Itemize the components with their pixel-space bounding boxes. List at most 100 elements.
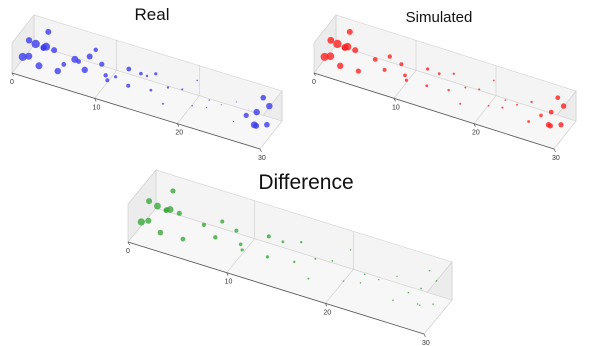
data-point [176, 210, 182, 216]
data-point [76, 59, 82, 64]
data-point [346, 28, 353, 35]
data-point [220, 104, 222, 106]
data-point [264, 121, 270, 128]
data-point [266, 102, 273, 110]
data-point [426, 67, 430, 71]
data-point [396, 275, 398, 277]
data-point [154, 72, 158, 76]
x-axis [11, 72, 261, 150]
data-point [243, 112, 249, 118]
data-point [235, 101, 237, 103]
plot-simulated: 0 10 20 30 [312, 13, 577, 162]
data-point [86, 53, 93, 60]
x-axis [313, 72, 555, 150]
data-point [487, 104, 490, 107]
x-tick-label: 20 [472, 130, 480, 137]
x-tick-label: 20 [323, 309, 331, 316]
x-tick [259, 148, 262, 153]
data-point [307, 277, 310, 280]
data-point [99, 61, 105, 67]
data-point [387, 54, 392, 59]
x-tick [94, 98, 97, 102]
x-tick-label: 10 [93, 104, 101, 111]
data-point [539, 113, 543, 118]
data-point [501, 106, 504, 109]
data-point [359, 282, 362, 284]
data-point [478, 88, 481, 91]
data-point [349, 249, 352, 251]
data-point [530, 100, 533, 104]
data-point [126, 83, 131, 88]
data-point [238, 242, 243, 247]
x-tick-label: 0 [10, 79, 14, 86]
data-point [40, 45, 47, 51]
gridline [226, 200, 256, 273]
data-point [146, 198, 153, 205]
data-point [547, 123, 553, 129]
data-point [320, 52, 329, 61]
data-point [170, 188, 176, 194]
x-tick-label: 30 [422, 340, 430, 346]
data-point [191, 105, 193, 107]
data-point [342, 280, 345, 282]
data-point [363, 273, 366, 276]
data-point [25, 52, 33, 60]
data-point [464, 86, 467, 89]
data-point [162, 102, 164, 105]
data-point [327, 36, 335, 44]
x-tick [325, 303, 328, 307]
data-point [447, 88, 450, 92]
data-point [399, 62, 404, 67]
x-tick [313, 72, 316, 77]
data-point [145, 217, 152, 224]
data-point [149, 88, 153, 92]
data-point [527, 120, 530, 123]
x-tick [473, 123, 476, 127]
data-point [213, 235, 218, 240]
data-point [452, 72, 455, 75]
data-point [240, 248, 244, 252]
gridline [393, 40, 417, 99]
data-point [201, 222, 207, 227]
gridline [325, 231, 354, 304]
data-point [166, 86, 170, 89]
data-point [103, 73, 108, 78]
data-point [372, 57, 378, 62]
x-tick [393, 98, 396, 102]
data-point [293, 260, 296, 264]
x-tick-label: 30 [258, 155, 266, 162]
data-point [105, 78, 110, 83]
plot-real: 0 10 20 30 [10, 13, 283, 162]
x-tick-label: 10 [392, 104, 400, 111]
chart-title-simulated: Simulated [405, 9, 473, 26]
data-point [51, 47, 58, 54]
data-point [208, 99, 210, 101]
data-point [181, 88, 184, 91]
data-point [420, 287, 422, 290]
data-point [437, 72, 441, 76]
gridline [473, 65, 497, 124]
data-point [382, 67, 387, 72]
data-point [352, 47, 359, 54]
x-tick [423, 333, 426, 338]
plot-difference: 0 10 20 30 [126, 169, 453, 346]
x-axis [127, 241, 425, 335]
data-point [326, 52, 335, 60]
gridline [94, 40, 118, 99]
data-point [196, 79, 198, 82]
data-point [93, 47, 98, 53]
gridline [177, 65, 200, 124]
data-point [54, 67, 61, 75]
data-point [145, 74, 149, 78]
data-point [407, 291, 410, 294]
data-point [220, 219, 225, 224]
x-tick [553, 148, 556, 153]
data-point [459, 102, 462, 105]
data-point [281, 240, 285, 244]
data-point [416, 303, 419, 305]
data-point [61, 62, 67, 67]
data-point [560, 103, 567, 109]
data-point [154, 202, 161, 210]
data-point [378, 278, 380, 281]
x-tick-label: 20 [175, 130, 183, 137]
